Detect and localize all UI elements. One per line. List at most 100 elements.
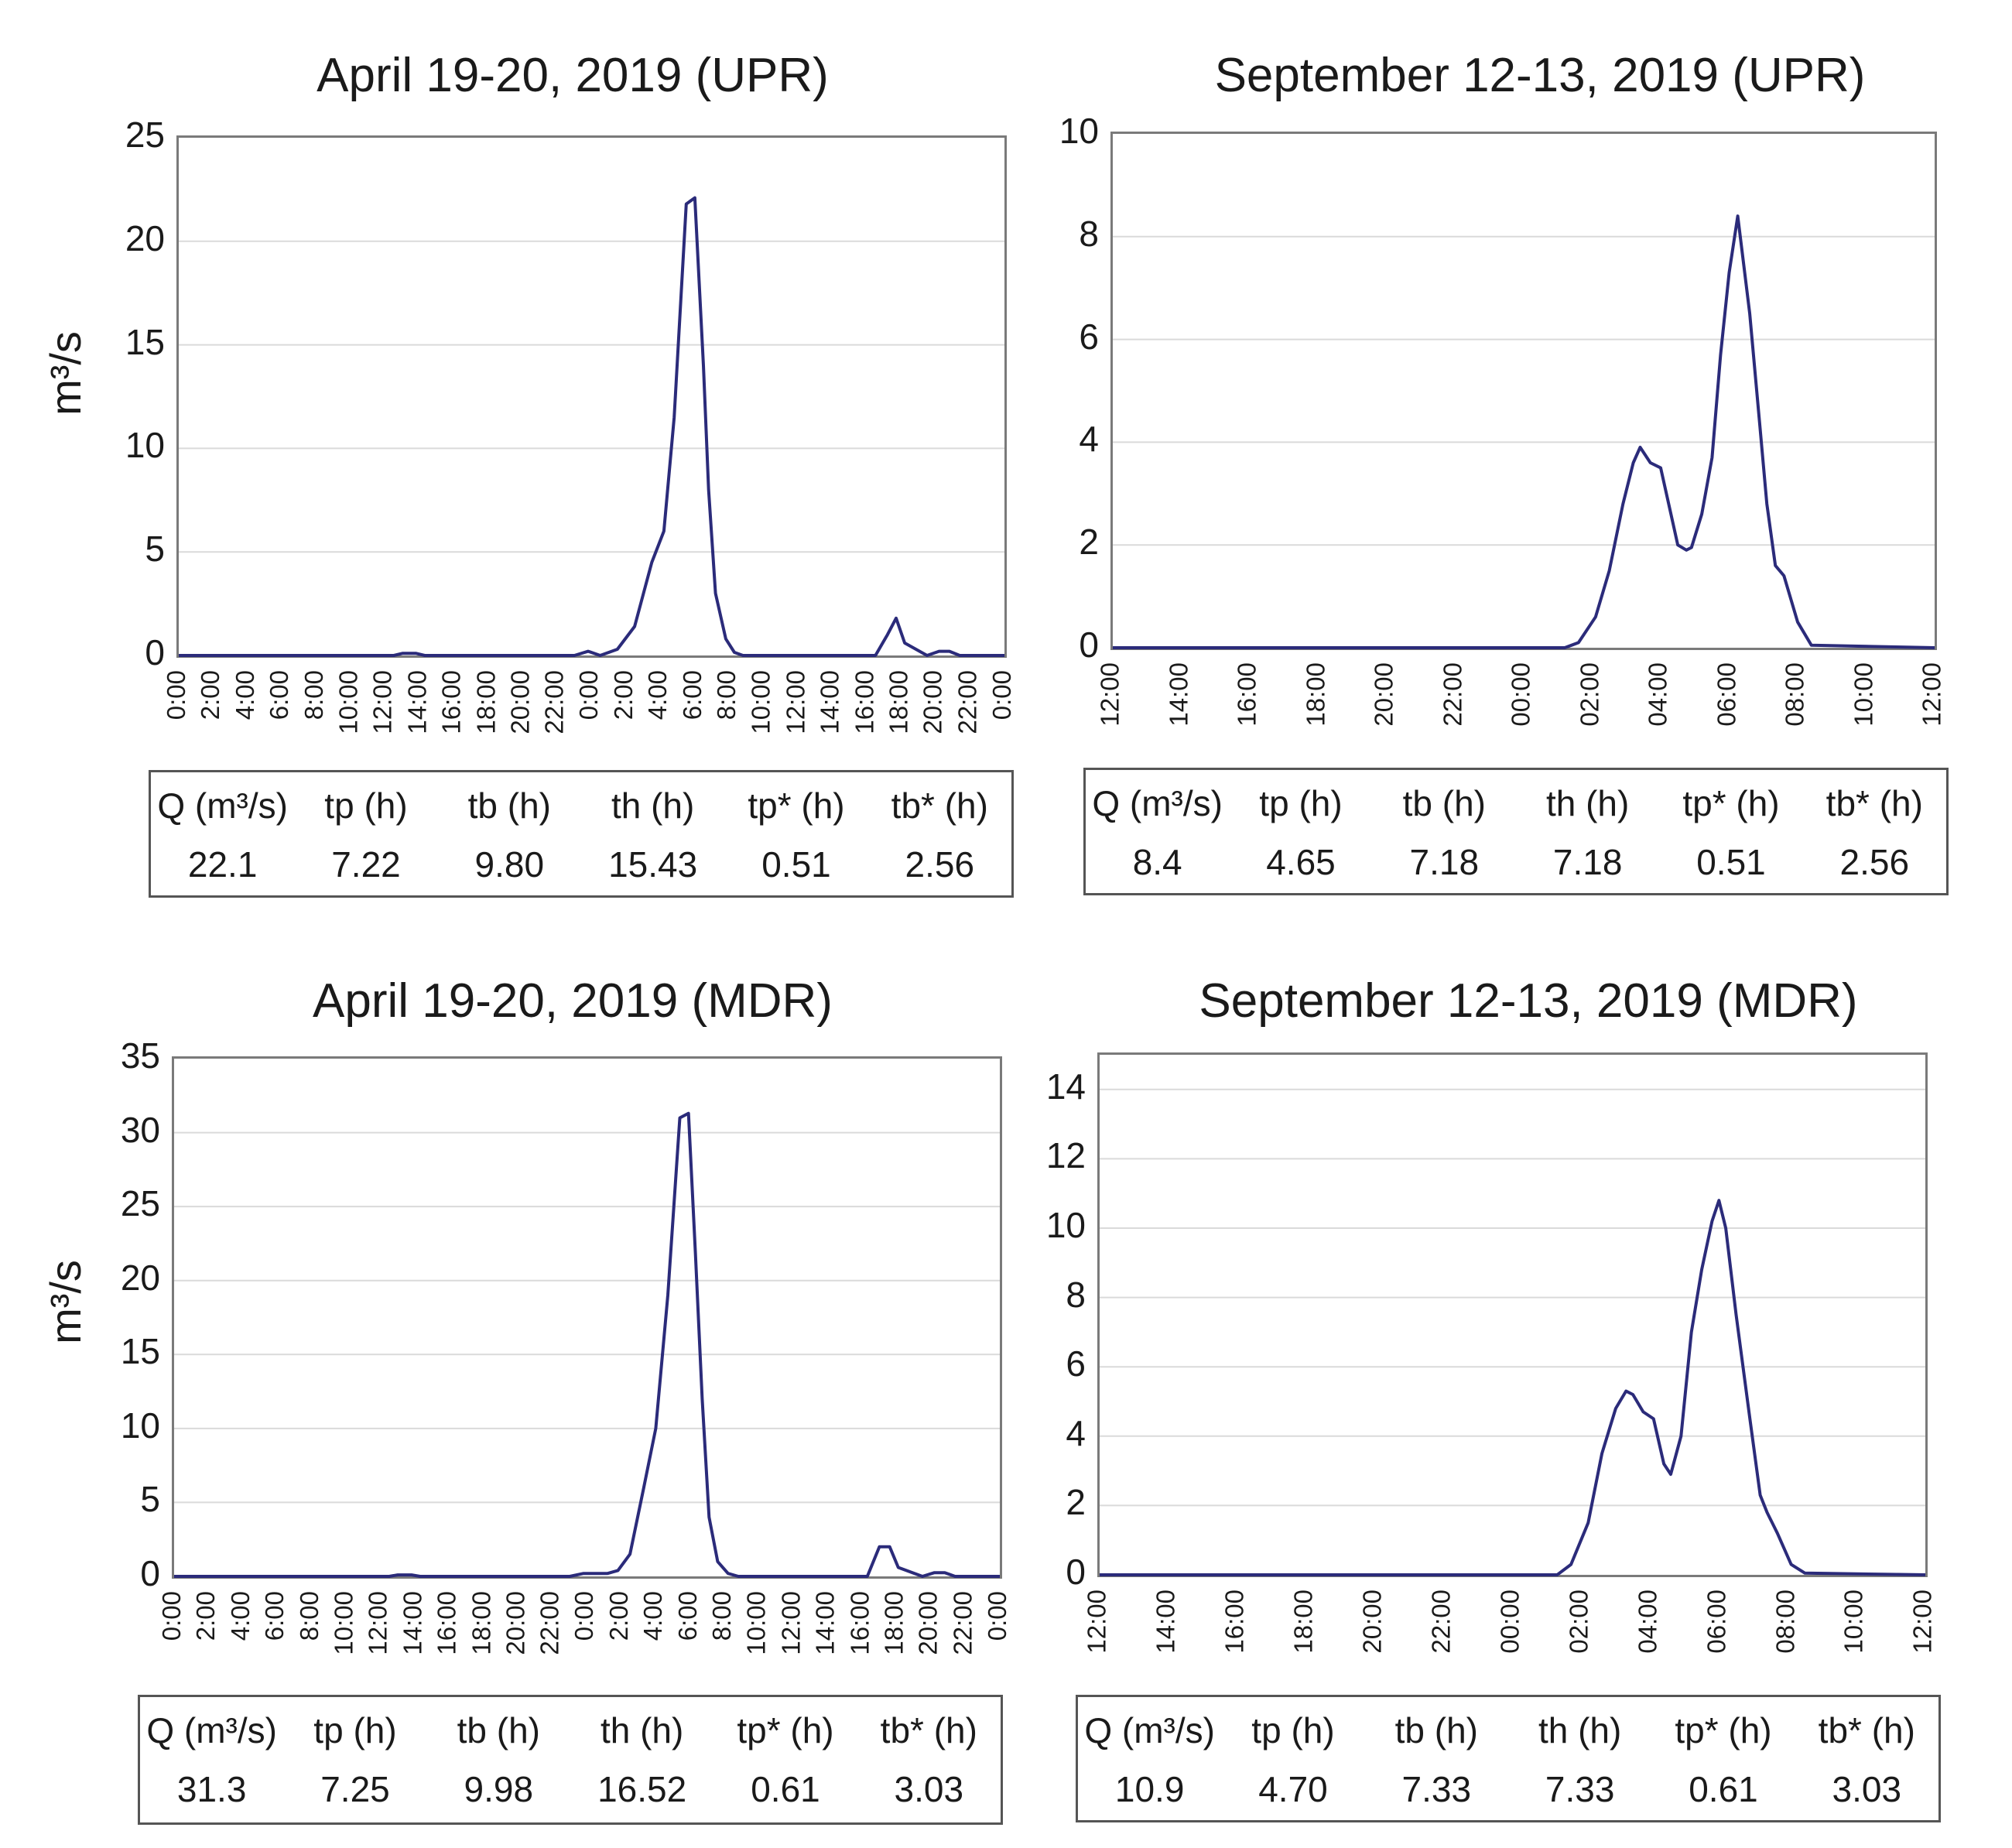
stats-value-cell: 4.70	[1258, 1769, 1328, 1809]
plot-area	[1097, 1052, 1928, 1577]
x-tick-label: 12:00	[1918, 662, 1946, 727]
x-tick-label: 10:00	[741, 1591, 771, 1655]
x-tick-label: 2:00	[608, 670, 638, 720]
stats-value-cell: 7.33	[1401, 1769, 1472, 1809]
x-tick-label: 04:00	[1633, 1590, 1662, 1654]
stats-value-row: 10.9 4.70 7.33 7.33 0.61 3.03	[1078, 1768, 1938, 1810]
stats-header-cell: tb (h)	[1402, 783, 1486, 823]
stats-value-cell: 7.18	[1409, 842, 1480, 882]
stats-value-cell: 2.56	[905, 844, 975, 885]
x-tick-label: 20:00	[1357, 1590, 1387, 1654]
x-tick-label: 04:00	[1644, 662, 1672, 727]
x-tick-label: 22:00	[540, 670, 570, 734]
y-tick-label: 10	[1045, 1205, 1086, 1245]
stats-header-cell: Q (m³/s)	[1092, 783, 1223, 823]
x-tick-label: 22:00	[536, 1591, 565, 1655]
stats-header-cell: tp (h)	[1259, 783, 1343, 823]
y-tick-label: 10	[120, 1405, 160, 1446]
stats-value-row: 8.4 4.65 7.18 7.18 0.51 2.56	[1086, 841, 1946, 883]
x-tick-label: 12:00	[368, 670, 397, 734]
stats-header-cell: th (h)	[1538, 1710, 1622, 1750]
stats-header-cell: tp (h)	[1251, 1710, 1335, 1750]
x-tick-label: 14:00	[815, 670, 844, 734]
x-tick-label: 22:00	[953, 670, 982, 734]
x-tick-label: 20:00	[501, 1591, 530, 1655]
x-tick-label: 10:00	[334, 670, 363, 734]
x-tick-label: 2:00	[196, 670, 225, 720]
y-tick-label: 2	[1079, 522, 1099, 563]
y-tick-label: 10	[125, 425, 165, 466]
x-tick-label: 02:00	[1575, 662, 1604, 727]
x-tick-label: 16:00	[1233, 662, 1261, 727]
x-tick-label: 0:00	[162, 670, 190, 720]
stats-value-cell: 0.51	[1696, 842, 1766, 882]
chart-title: September 12-13, 2019 (MDR)	[1199, 974, 1858, 1028]
x-tick-label: 10:00	[1839, 1590, 1869, 1654]
y-tick-label: 14	[1045, 1066, 1086, 1107]
series-line-discharge	[1113, 214, 1935, 649]
stats-header-cell: tp* (h)	[1675, 1710, 1772, 1750]
x-tick-label: 4:00	[230, 670, 259, 720]
stats-header-cell: tp* (h)	[1682, 783, 1780, 823]
y-tick-label: 5	[140, 1479, 160, 1520]
stats-value-cell: 15.43	[608, 844, 698, 885]
stats-value-cell: 7.22	[331, 844, 401, 885]
x-tick-label: 14:00	[1164, 662, 1193, 727]
y-tick-label: 25	[125, 115, 165, 155]
stats-value-cell: 31.3	[176, 1769, 247, 1809]
y-tick-label: 0	[145, 632, 165, 672]
plot-svg	[1100, 1088, 1926, 1576]
x-tick-label: 08:00	[1771, 1590, 1800, 1654]
x-tick-label: 12:00	[1096, 662, 1124, 727]
y-tick-label: 35	[120, 1035, 160, 1076]
x-tick-label: 8:00	[707, 1591, 737, 1641]
stats-header-cell: tb (h)	[457, 1710, 540, 1750]
x-tick-label: 14:00	[810, 1591, 840, 1655]
stats-value-cell: 7.25	[320, 1769, 390, 1809]
x-tick-label: 6:00	[677, 670, 707, 720]
stats-header-row: Q (m³/s) tp (h) tb (h) th (h) tp* (h) tb* (h)	[1086, 782, 1946, 824]
stats-header-cell: Q (m³/s)	[157, 785, 288, 826]
stats-header-cell: tp* (h)	[748, 785, 845, 826]
y-tick-label: 10	[1059, 111, 1099, 151]
stats-table: Q (m³/s) tp (h) tb (h) th (h) tp* (h) tb* (h)…	[1076, 1695, 1941, 1822]
stats-header-cell: tp (h)	[313, 1710, 397, 1750]
x-tick-label: 0:00	[570, 1591, 599, 1641]
plot-svg	[1113, 214, 1935, 649]
stats-header-cell: tb (h)	[467, 785, 551, 826]
plot-area	[172, 1056, 1002, 1579]
stats-header-cell: tb* (h)	[880, 1710, 977, 1750]
stats-header-cell: th (h)	[1545, 783, 1630, 823]
x-tick-label: 6:00	[260, 1591, 289, 1641]
x-tick-label: 2:00	[604, 1591, 633, 1641]
y-tick-label: 20	[120, 1257, 160, 1298]
stats-value-cell: 22.1	[187, 844, 258, 885]
x-tick-label: 02:00	[1564, 1590, 1593, 1654]
stats-value-cell: 16.52	[597, 1769, 687, 1809]
series-line-discharge	[174, 1111, 1000, 1578]
stats-header-row: Q (m³/s) tp (h) tb (h) th (h) tp* (h) tb* (h)	[140, 1709, 1001, 1751]
stats-header-cell: tb (h)	[1394, 1710, 1478, 1750]
stats-value-cell: 8.4	[1132, 842, 1182, 882]
stats-table: Q (m³/s) tp (h) tb (h) th (h) tp* (h) tb* (h)…	[1083, 768, 1949, 895]
y-tick-label: 25	[120, 1183, 160, 1224]
stats-value-cell: 0.51	[761, 844, 831, 885]
stats-value-cell: 9.98	[464, 1769, 534, 1809]
y-tick-label: 30	[120, 1109, 160, 1150]
x-tick-label: 8:00	[299, 670, 328, 720]
stats-value-cell: 3.03	[1832, 1769, 1902, 1809]
x-tick-label: 20:00	[914, 1591, 943, 1655]
y-tick-label: 0	[140, 1553, 160, 1593]
stats-value-cell: 2.56	[1839, 842, 1910, 882]
y-tick-label: 2	[1066, 1482, 1086, 1523]
y-tick-label: 6	[1079, 316, 1099, 357]
x-tick-label: 0:00	[574, 670, 604, 720]
x-tick-label: 18:00	[467, 1591, 496, 1655]
plot-svg	[174, 1111, 1000, 1578]
x-tick-label: 14:00	[402, 670, 432, 734]
stats-value-cell: 7.18	[1552, 842, 1623, 882]
x-tick-label: 0:00	[987, 670, 1016, 720]
stats-header-cell: Q (m³/s)	[1084, 1710, 1215, 1750]
x-tick-label: 12:00	[781, 670, 810, 734]
x-tick-label: 8:00	[294, 1591, 323, 1641]
